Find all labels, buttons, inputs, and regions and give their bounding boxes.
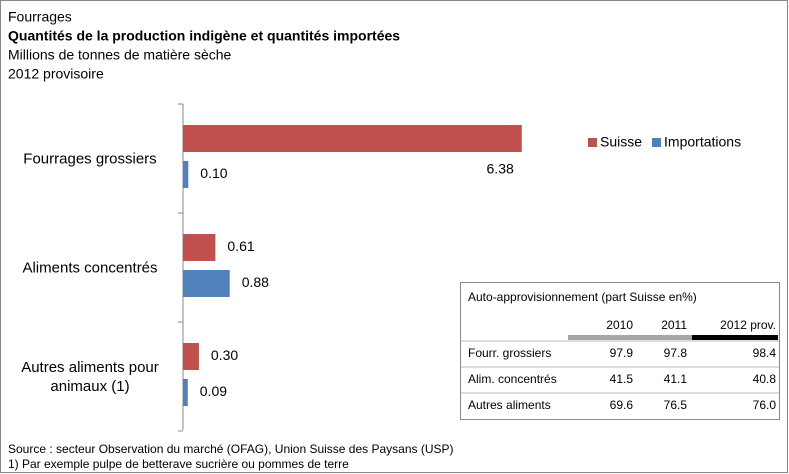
table-box bbox=[460, 282, 780, 420]
row-label: Autres aliments bbox=[468, 398, 551, 412]
data-label: 6.38 bbox=[487, 161, 514, 177]
bar bbox=[183, 234, 216, 261]
header-bar bbox=[568, 335, 640, 340]
column-header: 2010 bbox=[606, 318, 633, 332]
table-value: 40.8 bbox=[753, 372, 777, 386]
bar bbox=[183, 270, 230, 297]
legend-swatch bbox=[652, 138, 662, 147]
table-title: Auto-approvisionnement (part Suisse en%) bbox=[468, 290, 697, 304]
category-label: Fourrages grossiers bbox=[23, 150, 157, 167]
row-label: Fourr. grossiers bbox=[468, 346, 551, 360]
title: Quantités de la production indigène et q… bbox=[8, 28, 400, 44]
legend-label: Suisse bbox=[600, 134, 642, 150]
legend-swatch bbox=[588, 138, 597, 147]
table-value: 97.9 bbox=[610, 346, 634, 360]
footnote: Source : secteur Observation du marché (… bbox=[8, 442, 454, 456]
category-label: Autres aliments pour animaux (1) bbox=[21, 358, 159, 395]
table-value: 98.4 bbox=[753, 346, 777, 360]
data-label: 0.10 bbox=[200, 165, 227, 181]
subtitle: 2012 provisoire bbox=[8, 66, 104, 82]
bar bbox=[183, 379, 188, 406]
category-label: Aliments concentrés bbox=[22, 259, 158, 276]
data-label: 0.61 bbox=[227, 238, 254, 254]
table-value: 41.5 bbox=[610, 372, 634, 386]
table-value: 76.5 bbox=[664, 398, 688, 412]
bar bbox=[183, 125, 522, 152]
header-bar bbox=[692, 335, 778, 340]
bar bbox=[183, 343, 199, 370]
row-label: Alim. concentrés bbox=[468, 372, 557, 386]
data-label: 0.09 bbox=[200, 383, 227, 399]
table-value: 76.0 bbox=[753, 398, 777, 412]
table-value: 41.1 bbox=[664, 372, 688, 386]
title-line: Fourrages bbox=[8, 9, 72, 25]
header-bar bbox=[640, 335, 692, 340]
bar bbox=[183, 161, 189, 188]
table-value: 97.8 bbox=[664, 346, 688, 360]
column-header: 2011 bbox=[661, 318, 687, 332]
legend-label: Importations bbox=[664, 134, 741, 150]
subtitle: Millions de tonnes de matière sèche bbox=[8, 47, 232, 63]
table-value: 69.6 bbox=[610, 398, 634, 412]
column-header: 2012 prov. bbox=[720, 318, 776, 332]
data-label: 0.30 bbox=[211, 347, 238, 363]
footnote: 1) Par exemple pulpe de betterave sucriè… bbox=[8, 457, 349, 471]
data-label: 0.88 bbox=[242, 274, 269, 290]
